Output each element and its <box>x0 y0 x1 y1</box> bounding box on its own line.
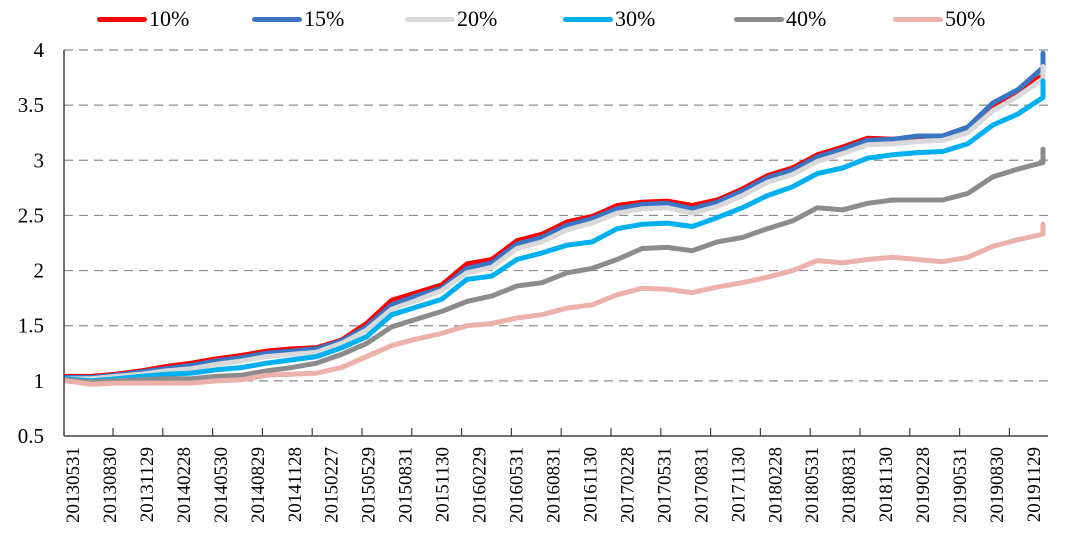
x-tick-label: 20181130 <box>876 447 897 522</box>
legend-label-15: 15% <box>304 6 345 31</box>
y-tick-label: 4 <box>34 38 45 62</box>
x-tick-label: 20190830 <box>987 447 1008 523</box>
x-tick-label: 20180531 <box>802 447 823 523</box>
legend-label-20: 20% <box>457 6 498 31</box>
legend: 10% 15% 20% 30% 40% 50% <box>0 4 1068 34</box>
x-tick-label: 20130830 <box>100 447 121 523</box>
legend-item-40[interactable]: 40% <box>734 4 826 34</box>
x-tick-label: 20150831 <box>396 447 417 523</box>
y-tick-label: 1.5 <box>18 314 44 338</box>
legend-item-30[interactable]: 30% <box>563 4 655 34</box>
y-tick-label: 2.5 <box>18 203 44 227</box>
x-tick-label: 20180228 <box>765 447 786 523</box>
legend-label-10: 10% <box>149 6 190 31</box>
x-tick-label: 20180831 <box>839 447 860 523</box>
x-tick-label: 20190531 <box>950 447 971 523</box>
x-tick-label: 20160531 <box>507 447 528 523</box>
series-line-40pct <box>63 146 1046 385</box>
legend-item-15[interactable]: 15% <box>252 4 344 34</box>
series-line-10pct <box>63 56 1046 379</box>
legend-swatch-30 <box>563 16 613 22</box>
x-tick-label: 20170228 <box>617 447 638 523</box>
x-tick-label: 20191129 <box>1024 447 1045 522</box>
legend-swatch-15 <box>252 16 302 22</box>
y-axis-ticks: 0.5 1 1.5 2 2.5 3 3.5 4 <box>18 38 45 448</box>
x-tick-label: 20140530 <box>211 447 232 523</box>
legend-label-50: 50% <box>945 6 986 31</box>
x-tick-label: 20161130 <box>580 447 601 522</box>
x-tick-label: 20131129 <box>137 447 158 522</box>
axes <box>63 50 1048 437</box>
legend-item-50[interactable]: 50% <box>893 4 985 34</box>
y-tick-label: 3.5 <box>18 93 44 117</box>
legend-label-30: 30% <box>615 6 656 31</box>
x-tick-label: 20130531 <box>63 447 84 523</box>
legend-swatch-20 <box>405 16 455 22</box>
x-tick-label: 20151130 <box>433 447 454 522</box>
x-tick-label: 20170531 <box>654 447 675 523</box>
x-tick-label: 20160229 <box>470 447 491 523</box>
series-line-50pct <box>63 221 1046 387</box>
y-tick-label: 1 <box>34 369 45 393</box>
x-tick-label: 20190228 <box>913 447 934 523</box>
gridlines <box>64 49 1048 382</box>
legend-item-10[interactable]: 10% <box>97 4 189 34</box>
series-line-20pct <box>63 64 1046 382</box>
legend-swatch-40 <box>734 16 784 22</box>
x-tick-label: 20150529 <box>359 447 380 523</box>
x-tick-label: 20160831 <box>544 447 565 523</box>
x-tick-label: 20170831 <box>691 447 712 523</box>
x-tick-label: 20140829 <box>248 447 269 523</box>
y-tick-label: 2 <box>34 259 45 283</box>
x-tick-label: 20141128 <box>285 447 306 522</box>
x-axis-ticks: 20130531 20130830 20131129 20140228 20140530… <box>63 428 1045 523</box>
series-lines <box>63 50 1046 387</box>
x-tick-label: 20171130 <box>728 447 749 522</box>
y-tick-label: 0.5 <box>18 424 44 448</box>
x-tick-label: 20150227 <box>322 447 343 523</box>
x-tick-label: 20140228 <box>174 447 195 523</box>
y-tick-label: 3 <box>34 148 45 172</box>
legend-label-40: 40% <box>786 6 827 31</box>
series-line-15pct <box>63 50 1046 380</box>
legend-swatch-50 <box>893 16 943 22</box>
legend-swatch-10 <box>97 16 147 22</box>
legend-item-20[interactable]: 20% <box>405 4 497 34</box>
series-line-30pct <box>63 78 1046 384</box>
